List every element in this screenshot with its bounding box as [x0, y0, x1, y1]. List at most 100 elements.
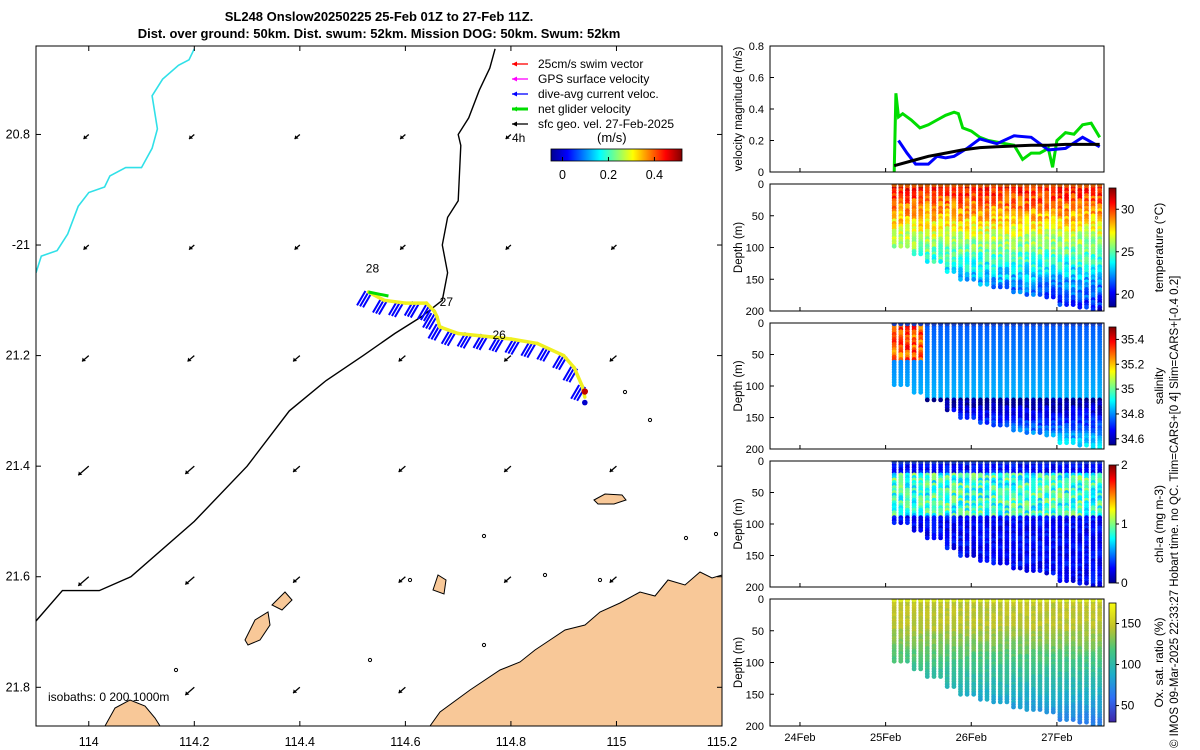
section-surface-sample [951, 184, 957, 188]
y-tick-label: 21.4 [6, 459, 30, 473]
glider-track-segment [535, 341, 566, 358]
dive-avg-current-vector [356, 290, 367, 306]
section-surface-sample [1064, 323, 1070, 327]
section-sample [997, 422, 1003, 428]
geostrophic-arrowhead [400, 135, 405, 140]
colorbar-tick-label: 35.4 [1121, 332, 1145, 346]
section-ylabel: Depth (m) [733, 360, 745, 411]
reef [481, 642, 487, 648]
dive-avg-current-vector [406, 302, 417, 318]
reef [367, 657, 373, 663]
section-surface-sample [898, 461, 904, 465]
section-sample [891, 382, 897, 388]
reef [713, 531, 719, 537]
section-surface-sample [904, 323, 910, 327]
section-sample [1097, 583, 1103, 587]
section-sample [1090, 445, 1096, 449]
section-sample [1037, 292, 1043, 297]
depth-tick-label: 200 [746, 444, 764, 456]
section-surface-sample [1090, 323, 1096, 327]
colorbar-tick-label: 0.4 [646, 168, 663, 182]
dive-avg-current-vector [417, 304, 427, 320]
section-sample [1064, 302, 1069, 307]
section-surface-sample [984, 323, 990, 327]
section-surface-sample [1083, 323, 1090, 327]
x-tick-label: 114 [79, 735, 99, 749]
section-sample [1004, 422, 1010, 428]
section-surface-sample [1017, 599, 1023, 603]
section-sample [1050, 570, 1056, 576]
section-sample [964, 553, 970, 558]
reef [597, 577, 603, 583]
section-surface-sample [951, 461, 957, 465]
section-colorbar [1108, 326, 1117, 446]
glider-track-segment [509, 337, 540, 346]
section-surface-sample [891, 599, 897, 603]
section-surface-sample [977, 323, 983, 327]
section-sample [997, 699, 1003, 705]
glider-track-segment [382, 298, 408, 305]
section-sample [1031, 568, 1036, 573]
section-surface-sample [951, 599, 957, 603]
legend-arrowhead [512, 121, 517, 127]
section-surface-sample [1050, 461, 1056, 465]
island-southwest [104, 699, 161, 726]
section-sample [938, 674, 943, 679]
section-sample [1084, 304, 1089, 310]
geostrophic-arrowhead [78, 471, 83, 476]
section-sample [1050, 294, 1056, 300]
depth-tick-label: 200 [746, 306, 764, 318]
section-surface-sample [938, 184, 944, 188]
geostrophic-arrowhead [400, 245, 405, 250]
legend-scale-label: 4h [512, 131, 525, 145]
section-surface-sample [944, 323, 950, 327]
depth-tick-label: 0 [758, 179, 764, 191]
section-sample [1004, 284, 1010, 290]
section-surface-sample [1017, 184, 1023, 188]
depth-tick-label: 150 [746, 274, 764, 286]
section-surface-sample [1090, 461, 1096, 465]
dive-avg-current-vector [565, 367, 576, 382]
velocity-series-line [897, 134, 1101, 166]
depth-tick-label: 50 [752, 488, 764, 500]
section-sample [905, 658, 910, 664]
section-sample [931, 674, 937, 679]
section-sample [991, 699, 996, 705]
section-surface-sample [957, 184, 964, 188]
x-tick-label: 114.2 [179, 735, 209, 749]
section-surface-sample [984, 184, 990, 188]
geostrophic-arrowhead [293, 468, 298, 473]
geostrophic-arrowhead [82, 357, 87, 362]
geostrophic-arrowhead [185, 470, 190, 474]
velocity-series-line [893, 142, 1100, 168]
section-sample [1024, 292, 1030, 297]
section-surface-sample [898, 323, 904, 327]
colorbar-label: (m/s) [597, 130, 627, 145]
section-sample [1084, 580, 1089, 586]
section-sample [984, 558, 990, 563]
reef [647, 417, 653, 423]
depth-tick-label: 50 [752, 211, 764, 223]
section-sample [938, 535, 943, 541]
section-sample [1097, 445, 1103, 449]
section-sample [918, 666, 924, 672]
section-surface-sample [1077, 323, 1083, 327]
colorbar-tick-label: 25 [1121, 245, 1135, 259]
section-sample [978, 696, 983, 702]
land-layer [104, 389, 722, 726]
reef [481, 533, 487, 539]
section-surface-sample [1090, 184, 1096, 188]
section-sample [997, 560, 1003, 566]
section-sample [1004, 699, 1010, 705]
dive-avg-current-vector [362, 292, 373, 308]
glider-track-segment [424, 301, 437, 314]
reef [622, 389, 628, 395]
figure-title: SL248 Onslow20250225 25-Feb 01Z to 27-Fe… [36, 8, 722, 42]
section-sample [1057, 578, 1063, 584]
section-surface-sample [1064, 184, 1070, 188]
section-sample [1057, 302, 1063, 307]
x-tick-label: 115 [606, 735, 626, 749]
